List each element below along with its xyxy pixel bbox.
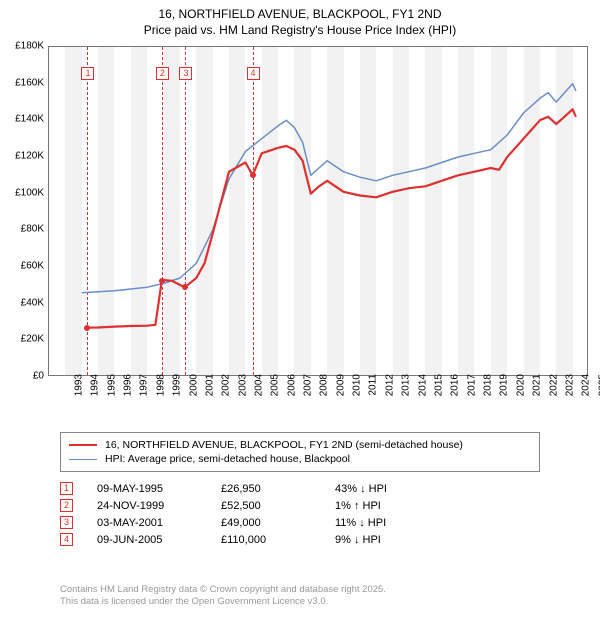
x-tick-label: 2012 <box>384 374 395 396</box>
legend-item: HPI: Average price, semi-detached house,… <box>69 452 531 466</box>
transaction-row: 4 09-JUN-2005 £110,000 9% ↓ HPI <box>60 531 540 548</box>
y-tick-label: £180K <box>15 41 44 52</box>
figure-container: 16, NORTHFIELD AVENUE, BLACKPOOL, FY1 2N… <box>0 0 600 620</box>
legend: 16, NORTHFIELD AVENUE, BLACKPOOL, FY1 2N… <box>60 432 540 472</box>
x-tick-label: 2009 <box>335 374 346 396</box>
x-tick-label: 1994 <box>90 374 101 396</box>
y-tick-label: £100K <box>15 187 44 198</box>
x-tick-label: 2008 <box>319 374 330 396</box>
transaction-marker: 3 <box>60 516 73 529</box>
transaction-row: 2 24-NOV-1999 £52,500 1% ↑ HPI <box>60 497 540 514</box>
x-tick-label: 2005 <box>270 374 281 396</box>
y-tick-label: £80K <box>21 224 44 235</box>
transaction-row: 1 09-MAY-1995 £26,950 43% ↓ HPI <box>60 480 540 497</box>
transaction-hpi-diff: 43% ↓ HPI <box>335 483 445 495</box>
transaction-price: £49,000 <box>221 517 311 529</box>
plot-area: 1234 <box>48 46 588 376</box>
x-tick-label: 2021 <box>531 374 542 396</box>
legend-swatch <box>69 459 97 460</box>
x-tick-label: 2000 <box>188 374 199 396</box>
x-tick-label: 2017 <box>466 374 477 396</box>
transaction-date: 24-NOV-1999 <box>97 500 197 512</box>
y-tick-label: £60K <box>21 261 44 272</box>
y-tick-label: £40K <box>21 297 44 308</box>
transaction-hpi-diff: 1% ↑ HPI <box>335 500 445 512</box>
y-tick-label: £20K <box>21 334 44 345</box>
footer-line1: Contains HM Land Registry data © Crown c… <box>60 584 386 596</box>
x-tick-label: 2020 <box>515 374 526 396</box>
x-tick-label: 1999 <box>171 374 182 396</box>
transaction-price: £52,500 <box>221 500 311 512</box>
x-tick-label: 2013 <box>401 374 412 396</box>
transaction-marker: 4 <box>60 533 73 546</box>
y-tick-label: £120K <box>15 151 44 162</box>
x-tick-label: 2019 <box>499 374 510 396</box>
x-tick-label: 2011 <box>367 374 378 396</box>
transaction-hpi-diff: 11% ↓ HPI <box>335 517 445 529</box>
title-line1: 16, NORTHFIELD AVENUE, BLACKPOOL, FY1 2N… <box>0 6 600 22</box>
x-tick-label: 2007 <box>302 374 313 396</box>
legend-item: 16, NORTHFIELD AVENUE, BLACKPOOL, FY1 2N… <box>69 438 531 452</box>
x-tick-label: 2024 <box>581 374 592 396</box>
x-tick-label: 2022 <box>548 374 559 396</box>
transaction-table: 1 09-MAY-1995 £26,950 43% ↓ HPI 2 24-NOV-1999… <box>60 480 540 548</box>
transaction-hpi-diff: 9% ↓ HPI <box>335 534 445 546</box>
y-tick-label: £140K <box>15 114 44 125</box>
transaction-date: 09-JUN-2005 <box>97 534 197 546</box>
x-tick-label: 1997 <box>139 374 150 396</box>
footer: Contains HM Land Registry data © Crown c… <box>60 584 386 609</box>
y-tick-label: £160K <box>15 77 44 88</box>
x-tick-label: 2003 <box>237 374 248 396</box>
y-axis-ticks: £0£20K£40K£60K£80K£100K£120K£140K£160K£1… <box>0 46 46 376</box>
x-tick-label: 1998 <box>155 374 166 396</box>
transaction-date: 09-MAY-1995 <box>97 483 197 495</box>
x-tick-label: 2016 <box>450 374 461 396</box>
x-tick-label: 2010 <box>351 374 362 396</box>
transaction-row: 3 03-MAY-2001 £49,000 11% ↓ HPI <box>60 514 540 531</box>
transaction-price: £110,000 <box>221 534 311 546</box>
x-tick-label: 2006 <box>286 374 297 396</box>
title-block: 16, NORTHFIELD AVENUE, BLACKPOOL, FY1 2N… <box>0 0 600 38</box>
transaction-date: 03-MAY-2001 <box>97 517 197 529</box>
x-tick-label: 1996 <box>122 374 133 396</box>
y-tick-label: £0 <box>33 371 44 382</box>
x-tick-label: 2023 <box>564 374 575 396</box>
x-tick-label: 2018 <box>482 374 493 396</box>
x-axis-ticks: 1993199419951996199719981999200020012002… <box>48 378 588 404</box>
transaction-marker: 1 <box>60 482 73 495</box>
legend-swatch <box>69 444 97 446</box>
x-tick-label: 2002 <box>221 374 232 396</box>
x-tick-label: 1993 <box>73 374 84 396</box>
x-tick-label: 2004 <box>253 374 264 396</box>
footer-line2: This data is licensed under the Open Gov… <box>60 596 386 608</box>
x-tick-label: 1995 <box>106 374 117 396</box>
title-line2: Price paid vs. HM Land Registry's House … <box>0 22 600 38</box>
legend-label: HPI: Average price, semi-detached house,… <box>105 453 350 465</box>
x-tick-label: 2014 <box>417 374 428 396</box>
chart: £0£20K£40K£60K£80K£100K£120K£140K£160K£1… <box>48 46 588 402</box>
legend-label: 16, NORTHFIELD AVENUE, BLACKPOOL, FY1 2N… <box>105 439 463 451</box>
x-tick-label: 2015 <box>433 374 444 396</box>
x-tick-label: 2001 <box>204 374 215 396</box>
transaction-marker: 2 <box>60 499 73 512</box>
transaction-price: £26,950 <box>221 483 311 495</box>
